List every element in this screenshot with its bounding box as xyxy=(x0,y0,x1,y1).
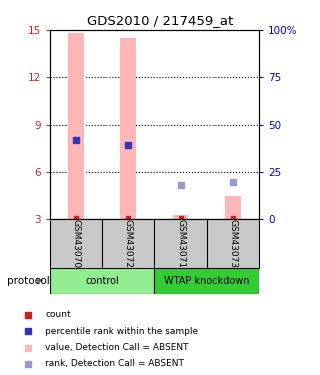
Bar xyxy=(68,33,84,219)
Text: count: count xyxy=(45,310,71,319)
Bar xyxy=(120,38,136,219)
Text: protocol: protocol xyxy=(7,276,50,285)
Text: GSM43070: GSM43070 xyxy=(71,219,80,268)
Text: percentile rank within the sample: percentile rank within the sample xyxy=(45,327,199,336)
Text: GSM43072: GSM43072 xyxy=(124,219,133,268)
Text: WTAP knockdown: WTAP knockdown xyxy=(164,276,250,286)
Bar xyxy=(50,268,155,294)
Bar xyxy=(173,214,188,219)
Text: value, Detection Call = ABSENT: value, Detection Call = ABSENT xyxy=(45,343,189,352)
Bar xyxy=(155,268,259,294)
Bar xyxy=(225,196,241,219)
Text: GSM43073: GSM43073 xyxy=(228,219,237,268)
Text: rank, Detection Call = ABSENT: rank, Detection Call = ABSENT xyxy=(45,360,184,369)
Text: control: control xyxy=(85,276,119,286)
Text: GDS2010 / 217459_at: GDS2010 / 217459_at xyxy=(87,14,233,27)
Text: GSM43071: GSM43071 xyxy=(176,219,185,268)
